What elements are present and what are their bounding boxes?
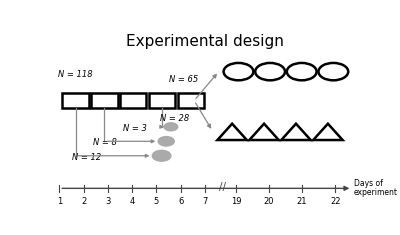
Text: //: // bbox=[218, 182, 226, 192]
Polygon shape bbox=[218, 124, 247, 140]
Text: Days of: Days of bbox=[354, 179, 383, 188]
Bar bbox=[91, 93, 118, 108]
Text: 20: 20 bbox=[264, 197, 274, 206]
Polygon shape bbox=[281, 124, 311, 140]
Text: 21: 21 bbox=[297, 197, 307, 206]
Text: 19: 19 bbox=[231, 197, 241, 206]
Circle shape bbox=[287, 63, 317, 80]
Bar bbox=[120, 93, 146, 108]
Text: N = 118: N = 118 bbox=[58, 70, 92, 79]
Polygon shape bbox=[313, 124, 343, 140]
Text: 22: 22 bbox=[330, 197, 340, 206]
Text: 3: 3 bbox=[105, 197, 110, 206]
Text: 1: 1 bbox=[57, 197, 62, 206]
Bar bbox=[62, 93, 89, 108]
Text: 7: 7 bbox=[202, 197, 208, 206]
Circle shape bbox=[255, 63, 285, 80]
Text: N = 3: N = 3 bbox=[123, 124, 147, 133]
Bar bbox=[178, 93, 204, 108]
Text: 6: 6 bbox=[178, 197, 184, 206]
Circle shape bbox=[158, 137, 174, 146]
Circle shape bbox=[318, 63, 348, 80]
Text: N = 65: N = 65 bbox=[169, 75, 199, 84]
Text: N = 28: N = 28 bbox=[160, 114, 189, 123]
Circle shape bbox=[152, 150, 171, 161]
Text: 5: 5 bbox=[154, 197, 159, 206]
Text: Experimental design: Experimental design bbox=[126, 34, 284, 49]
Text: 4: 4 bbox=[130, 197, 135, 206]
Circle shape bbox=[224, 63, 253, 80]
Text: N = 12: N = 12 bbox=[72, 153, 101, 162]
Text: N = 8: N = 8 bbox=[94, 138, 117, 147]
Bar bbox=[149, 93, 175, 108]
Circle shape bbox=[164, 123, 178, 131]
Text: experiment: experiment bbox=[354, 188, 398, 197]
Polygon shape bbox=[249, 124, 279, 140]
Text: 2: 2 bbox=[81, 197, 86, 206]
